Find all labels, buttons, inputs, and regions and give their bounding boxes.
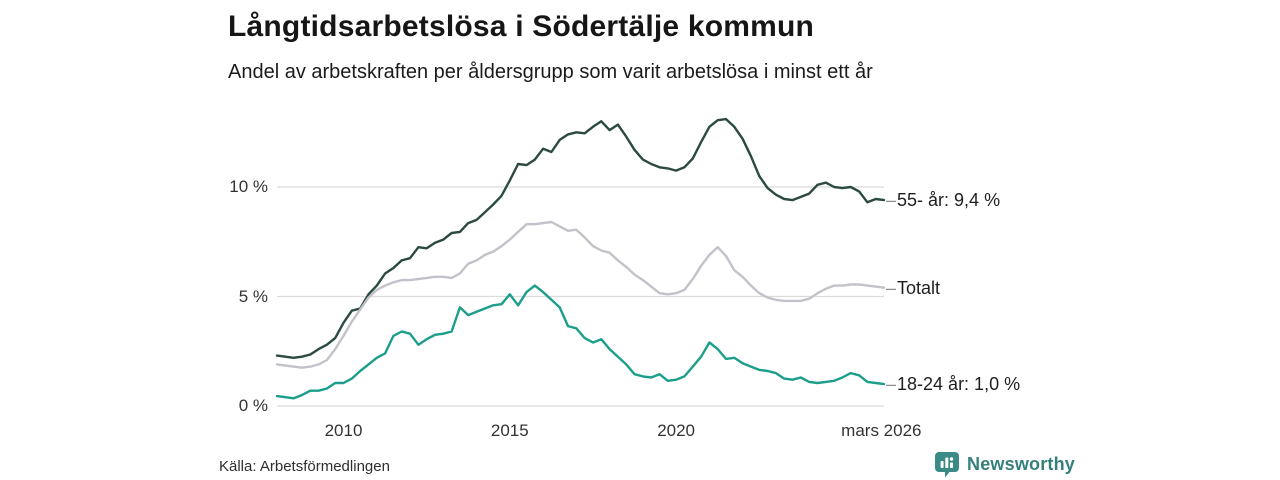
x-tick-2015: 2015 xyxy=(490,421,529,440)
y-tick-5: 5 % xyxy=(238,286,268,306)
gridlines xyxy=(277,186,884,407)
series-label-text: Totalt xyxy=(897,277,941,298)
label-connector: – xyxy=(886,277,897,298)
x-tick-2010: 2010 xyxy=(324,421,363,440)
y-tick-10: 10 % xyxy=(229,177,268,196)
series-label-text: 55- år: 9,4 % xyxy=(897,190,1001,211)
chart-subtitle: Andel av arbetskraften per åldersgrupp s… xyxy=(228,61,873,83)
series-line-55-år xyxy=(275,117,886,360)
label-connector: – xyxy=(886,374,897,395)
newsworthy-logo[interactable]: Newsworthy xyxy=(934,451,1075,478)
x-tick-2020: 2020 xyxy=(657,421,696,440)
series-label-18-24år: –18-24 år: 1,0 % xyxy=(886,371,1020,397)
series-label-text: 18-24 år: 1,0 % xyxy=(897,374,1021,395)
series-line-18-24år xyxy=(275,284,886,400)
y-tick-0: 0 % xyxy=(238,396,268,415)
series-lines xyxy=(275,117,886,400)
page-title: Långtidsarbetslösa i Södertälje kommun xyxy=(228,10,815,43)
newsworthy-wordmark: Newsworthy xyxy=(967,454,1076,474)
chart-svg xyxy=(275,117,886,407)
series-line-Totalt xyxy=(275,220,886,369)
label-connector: – xyxy=(886,190,897,211)
series-label-55-år: –55- år: 9,4 % xyxy=(886,187,1000,213)
series-label-Totalt: –Totalt xyxy=(886,275,940,301)
x-tick-mars-2026: mars 2026 xyxy=(841,421,922,440)
newsworthy-icon xyxy=(935,452,959,478)
source-note: Källa: Arbetsförmedlingen xyxy=(219,458,390,475)
